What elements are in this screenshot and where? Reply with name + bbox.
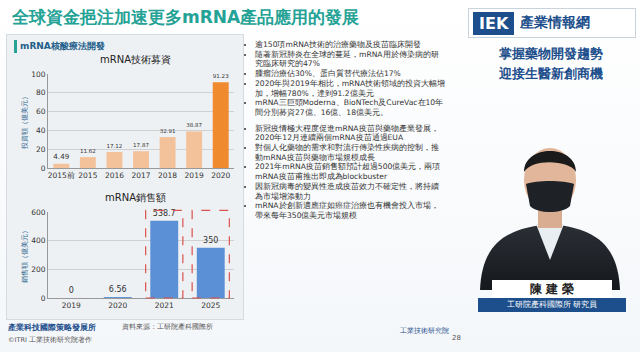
html-text:隨著新冠肺炎在全球的蔓延，mRNA用於傳染病的研究臨床研究的: 隨著新冠肺炎在全球的蔓延，mRNA用於傳染病的研究臨床研究的47% bbox=[255, 49, 439, 69]
html-text:掌握藥物開發趨勢: 掌握藥物開發趨勢 bbox=[499, 46, 603, 61]
html-text:迎接生醫新創商機: 迎接生醫新創商機 bbox=[499, 66, 603, 81]
html-text:2020年與2019年相比，mRNA技術領域的投資大幅增加，: 2020年與2019年相比，mRNA技術領域的投資大幅增加，增幅780%，達到9… bbox=[255, 78, 446, 98]
html-text:28: 28 bbox=[452, 334, 461, 342]
svg-text:350: 350 bbox=[203, 236, 218, 245]
svg-text:投資額（億美元）: 投資額（億美元） bbox=[21, 93, 29, 150]
svg-text:2018: 2018 bbox=[158, 171, 177, 180]
svg-text:17.87: 17.87 bbox=[133, 142, 149, 148]
svg-text:6.56: 6.56 bbox=[109, 285, 127, 294]
svg-text:80: 80 bbox=[36, 88, 46, 97]
svg-text:40: 40 bbox=[36, 126, 46, 135]
svg-text:銷售額（億美元）: 銷售額（億美元） bbox=[21, 227, 29, 283]
html-text:mRNA三巨頭Moderna、BioNTech及CureVa: mRNA三巨頭Moderna、BioNTech及CureVac在10年間分別募資… bbox=[255, 98, 444, 117]
svg-text:2017: 2017 bbox=[131, 171, 150, 180]
svg-text:4.49: 4.49 bbox=[53, 152, 69, 161]
svg-text:2015前: 2015前 bbox=[48, 171, 75, 180]
svg-text:0: 0 bbox=[41, 164, 46, 173]
html-text:腫瘤治療佔30%、蛋白質替代療法佔17%: 腫瘤治療佔30%、蛋白質替代療法佔17% bbox=[255, 69, 401, 79]
html-text:mRNA核酸療法開發: mRNA核酸療法開發 bbox=[20, 41, 105, 51]
svg-text:538.7: 538.7 bbox=[153, 209, 176, 218]
html-text:對個人化藥物的需求和對流行傳染性疾病的控制，推動mRNA疫苗: 對個人化藥物的需求和對流行傳染性疾病的控制，推動mRNA疫苗與藥物市場規模成長 bbox=[255, 143, 439, 162]
svg-text:20: 20 bbox=[36, 145, 46, 154]
html-text:全球資金挹注加速更多mRNA產品應用的發展: 全球資金挹注加速更多mRNA產品應用的發展 bbox=[12, 7, 360, 27]
svg-text:mRNA銷售額: mRNA銷售額 bbox=[105, 192, 166, 203]
svg-text:0: 0 bbox=[69, 286, 74, 295]
svg-text:2019: 2019 bbox=[185, 171, 204, 180]
html-text:產業情報網: 產業情報網 bbox=[520, 14, 591, 30]
svg-text:2016: 2016 bbox=[105, 171, 124, 180]
svg-text:2020: 2020 bbox=[211, 171, 230, 180]
svg-text:400: 400 bbox=[31, 236, 46, 245]
svg-text:2019: 2019 bbox=[62, 301, 81, 310]
html-text:逾150項mRNA技術的治療藥物及疫苗臨床開發: 逾150項mRNA技術的治療藥物及疫苗臨床開發 bbox=[255, 40, 421, 49]
html-text:陳 建 榮: 陳 建 榮 bbox=[529, 282, 575, 296]
html-text:IEK: IEK bbox=[479, 13, 509, 33]
svg-text:2020: 2020 bbox=[108, 301, 127, 310]
html-text:因新冠病毒的變異性造成疫苗效力不確定性，將持續為市場增添動力: 因新冠病毒的變異性造成疫苗效力不確定性，將持續為市場增添動力 bbox=[255, 181, 439, 201]
html-text:mRNA於創新適應症如癌症治療也有機會投入市場，帶來每年35: mRNA於創新適應症如癌症治療也有機會投入市場，帶來每年350億美元市場規模 bbox=[255, 201, 439, 220]
svg-text:32.91: 32.91 bbox=[160, 128, 176, 134]
svg-text:200: 200 bbox=[31, 265, 46, 274]
svg-text:38.87: 38.87 bbox=[186, 122, 202, 128]
svg-text:2015: 2015 bbox=[78, 171, 97, 180]
svg-text:100: 100 bbox=[31, 70, 46, 79]
svg-text:mRNA技術募資: mRNA技術募資 bbox=[100, 54, 171, 65]
svg-text:0: 0 bbox=[41, 294, 46, 303]
html-text:©ITRI 工業技術研究院著作: ©ITRI 工業技術研究院著作 bbox=[8, 336, 92, 344]
svg-text:2025: 2025 bbox=[201, 301, 220, 310]
html-text:新冠疫情極大程度促進mRNA疫苗與藥物產業發展， 2020年: 新冠疫情極大程度促進mRNA疫苗與藥物產業發展， 2020年12月連續兩個mRN… bbox=[255, 123, 439, 143]
svg-text:17.12: 17.12 bbox=[106, 143, 122, 149]
html-text:工業技術研究院: 工業技術研究院 bbox=[400, 327, 449, 335]
html-text:工研院產科國際所 研究員: 工研院產科國際所 研究員 bbox=[506, 300, 598, 309]
html-text:2021年mRNA疫苗銷售額預計超過500億美元，兩項mRN: 2021年mRNA疫苗銷售額預計超過500億美元，兩項mRNA疫苗甫推出即成為b… bbox=[255, 162, 441, 182]
svg-text:600: 600 bbox=[31, 208, 46, 217]
html-text:資料來源：工研院產科國際所: 資料來源：工研院產科國際所 bbox=[122, 323, 213, 331]
svg-text:60: 60 bbox=[36, 107, 46, 116]
svg-text:2021: 2021 bbox=[155, 301, 174, 310]
svg-text:11.62: 11.62 bbox=[80, 148, 96, 154]
svg-text:91.23: 91.23 bbox=[213, 73, 229, 79]
html-text:產業科技國際策略發展所: 產業科技國際策略發展所 bbox=[8, 323, 96, 332]
